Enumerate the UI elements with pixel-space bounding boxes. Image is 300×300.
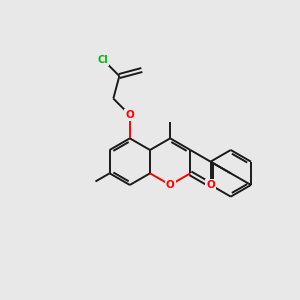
Text: Cl: Cl <box>98 55 108 64</box>
Text: O: O <box>125 110 134 120</box>
Text: O: O <box>206 180 215 190</box>
Text: O: O <box>166 180 175 190</box>
